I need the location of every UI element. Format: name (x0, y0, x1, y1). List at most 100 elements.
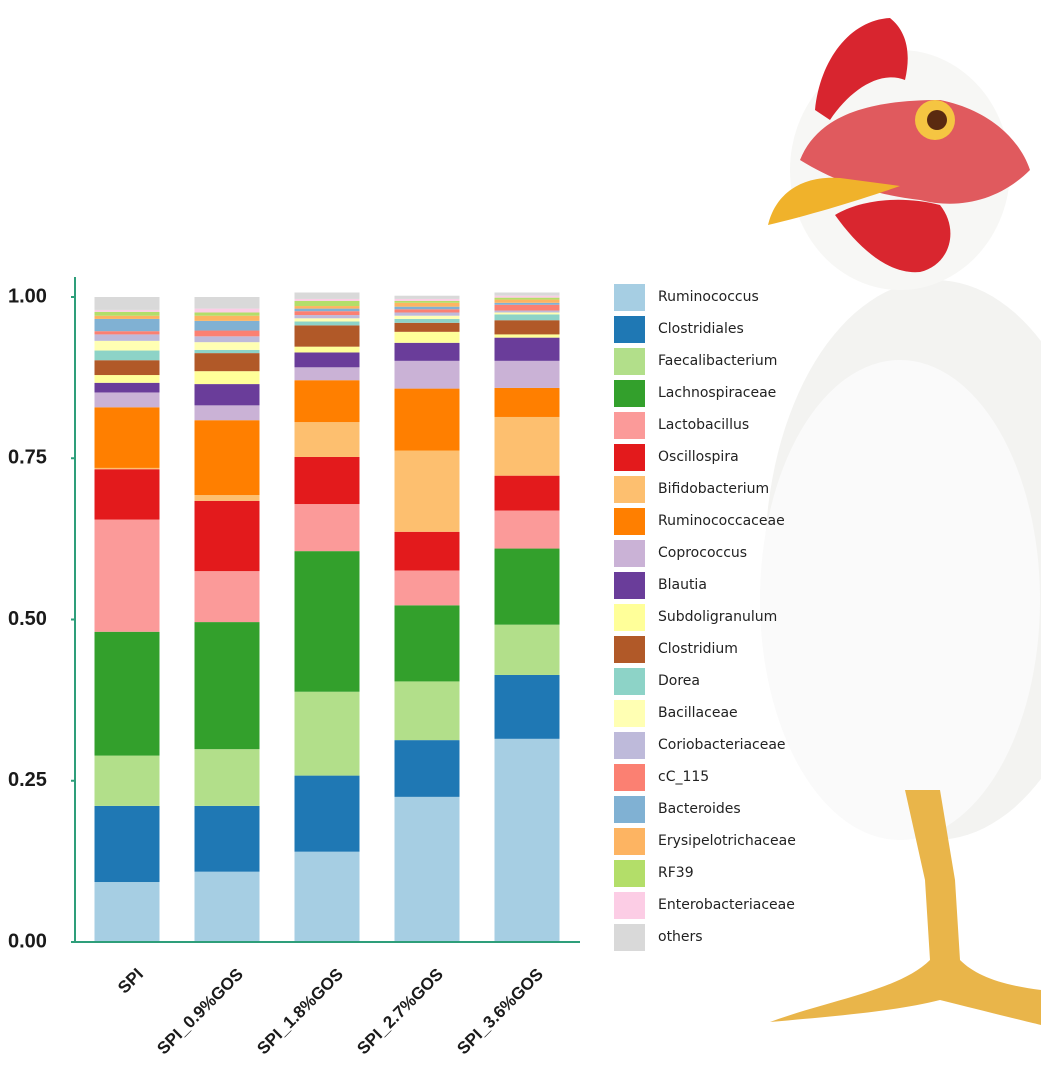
bar-segment (494, 314, 560, 321)
bar-segment (394, 306, 460, 310)
legend-swatch (614, 604, 645, 631)
bar-segment (294, 318, 360, 322)
bar-segment (394, 570, 460, 606)
bar-segment (194, 805, 260, 872)
legend-label: Coriobacteriaceae (658, 737, 786, 753)
bar-segment (494, 310, 560, 313)
legend-swatch (614, 860, 645, 887)
legend-swatch (614, 828, 645, 855)
bar-segment (494, 674, 560, 739)
legend-swatch (614, 316, 645, 343)
legend-swatch (614, 380, 645, 407)
legend-swatch (614, 636, 645, 663)
bar-segment (494, 312, 560, 315)
bar-segment (394, 450, 460, 532)
bar-segment (194, 312, 260, 316)
bar-segment (194, 420, 260, 496)
bar-segment (494, 304, 560, 311)
bar-segment (394, 298, 460, 301)
bar-segment (394, 302, 460, 307)
bar-segment (194, 353, 260, 372)
bar-segment (294, 315, 360, 319)
x-tick-label: SPI_2.7%GOS (353, 965, 447, 1059)
legend-label: Bacillaceae (658, 705, 738, 721)
y-tick-label: 0.25 (8, 769, 47, 791)
legend-label: RF39 (658, 865, 694, 881)
bar-segment (494, 299, 560, 303)
legend-label: Oscillospira (658, 449, 739, 465)
bar-segment (494, 334, 560, 338)
legend-label: Ruminococcus (658, 289, 759, 305)
bar-segment (294, 367, 360, 381)
bar-segment (94, 334, 160, 341)
bar-segment (294, 300, 360, 307)
bar-segment (394, 309, 460, 313)
bar-segment (494, 302, 560, 305)
bar-segment (494, 295, 560, 298)
legend-swatch (614, 572, 645, 599)
bar-segment (294, 691, 360, 776)
bar-segment (194, 330, 260, 337)
bar-segment (94, 311, 160, 316)
legend-swatch (614, 924, 645, 951)
legend-label: Clostridiales (658, 321, 744, 337)
y-tick-label: 0.50 (8, 608, 47, 630)
bar-segment (494, 738, 560, 942)
x-tick-label: SPI (114, 965, 147, 998)
legend-label: Coprococcus (658, 545, 747, 561)
bar-segment (494, 337, 560, 361)
legend-label: Bifidobacterium (658, 481, 769, 497)
legend-swatch (614, 508, 645, 535)
bar-segment (194, 384, 260, 406)
bar-segment (294, 306, 360, 309)
bar-segment (94, 469, 160, 520)
bar-segment (294, 551, 360, 692)
bar-segment (494, 360, 560, 388)
bar-segment (194, 349, 260, 354)
bar-segment (494, 475, 560, 511)
legend-swatch (614, 540, 645, 567)
bar-segment (94, 360, 160, 376)
bar-segment (94, 297, 160, 310)
y-tick-label: 0.75 (8, 447, 47, 469)
bar-segment (394, 295, 460, 299)
bar-segment (194, 342, 260, 350)
bar-segment (294, 346, 360, 353)
bar-segment (294, 321, 360, 326)
y-tick-label: 1.00 (8, 285, 47, 307)
bar-segment (94, 519, 160, 632)
legend-label: Ruminococcaceae (658, 513, 785, 529)
legend-swatch (614, 732, 645, 759)
bar-segment (194, 622, 260, 750)
bar-segment (94, 340, 160, 351)
x-tick-label: SPI_0.9%GOS (153, 965, 247, 1059)
bar-segment (494, 320, 560, 335)
x-tick-label: SPI_3.6%GOS (453, 965, 547, 1059)
legend-label: Faecalibacterium (658, 353, 777, 369)
bar-segment (394, 322, 460, 332)
bar-segment (194, 297, 260, 309)
bar-segment (494, 510, 560, 549)
bar-segment (294, 851, 360, 942)
bar-segment (194, 500, 260, 572)
bar-segment (394, 388, 460, 451)
legend-swatch (614, 284, 645, 311)
bar-segment (494, 387, 560, 417)
bar-segment (294, 311, 360, 316)
legend-label: Lachnospiraceae (658, 385, 776, 401)
bar-segment (94, 407, 160, 468)
bar-segment (394, 318, 460, 323)
bar-segment (94, 309, 160, 312)
bar-segment (94, 805, 160, 883)
bar-segment (394, 315, 460, 319)
bar-segment (494, 297, 560, 300)
bar-segment (94, 631, 160, 756)
legend-label: Dorea (658, 673, 700, 689)
bar-segment (394, 360, 460, 389)
bar-segment (94, 315, 160, 319)
bar-segment (394, 605, 460, 682)
bar-segment (194, 571, 260, 623)
bar-segment (494, 624, 560, 675)
legend-label: cC_115 (658, 769, 709, 785)
